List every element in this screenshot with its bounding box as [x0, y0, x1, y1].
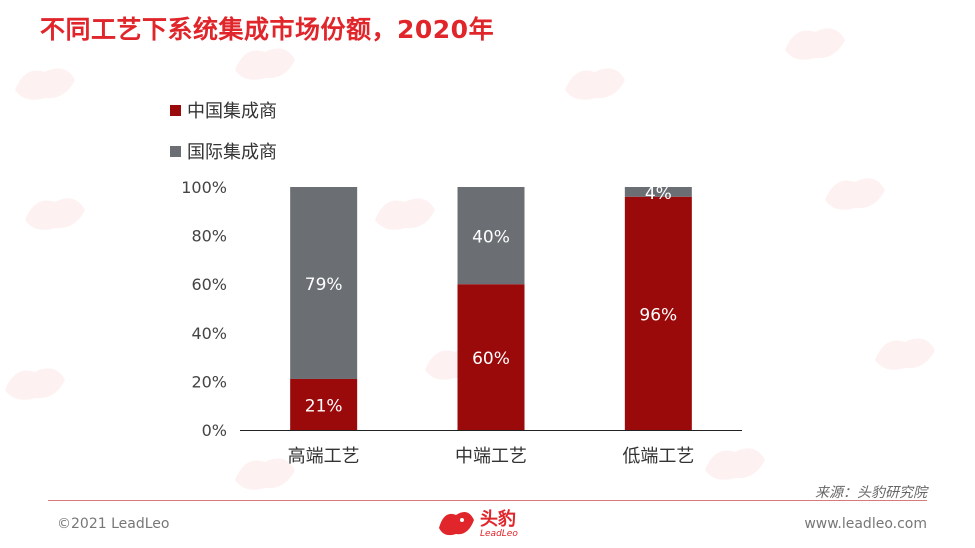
chart-legend: 中国集成商 国际集成商 [170, 96, 277, 178]
watermark-logo [0, 360, 70, 406]
bar-segment-intl [624, 187, 692, 197]
page-title: 不同工艺下系统集成市场份额，2020年 [40, 15, 495, 44]
y-tick-label: 0% [202, 421, 227, 440]
bar-segment-china [624, 196, 692, 430]
watermark-logo [10, 60, 80, 106]
logo-text-cn: 头豹 [480, 509, 516, 530]
watermark-logo [370, 190, 440, 236]
bar-segment-china [457, 284, 525, 430]
footer-divider [48, 500, 927, 501]
watermark-logo [820, 170, 890, 216]
data-label: 60% [472, 349, 510, 369]
y-tick-label: 20% [191, 372, 227, 391]
copyright-text: ©2021 LeadLeo [57, 516, 170, 532]
watermark-logo [700, 440, 770, 486]
y-tick-label: 100% [181, 178, 227, 197]
y-tick-label: 60% [191, 275, 227, 294]
website-text: www.leadleo.com [804, 516, 927, 532]
legend-label-china: 中国集成商 [187, 101, 277, 122]
x-tick-label: 高端工艺 [288, 446, 360, 467]
y-tick-label: 80% [191, 227, 227, 246]
data-label: 96% [639, 305, 677, 325]
watermark-logo [560, 60, 630, 106]
logo-text-en: LeadLeo [480, 529, 518, 539]
data-label: 4% [645, 184, 672, 204]
source-note: 来源：头豹研究院 [815, 485, 927, 501]
legend-swatch-china [170, 104, 181, 116]
data-label: 21% [305, 396, 343, 416]
legend-item-intl: 国际集成商 [170, 137, 277, 165]
leadleo-logo: 头豹 LeadLeo [436, 505, 518, 545]
bar-segment-intl [457, 187, 525, 285]
legend-label-intl: 国际集成商 [187, 142, 277, 163]
legend-swatch-intl [170, 145, 181, 157]
y-tick-label: 40% [191, 324, 227, 343]
legend-item-china: 中国集成商 [170, 96, 277, 124]
bar-segment-intl [290, 187, 358, 379]
watermark-logo [870, 330, 940, 376]
data-label: 79% [305, 275, 343, 295]
x-tick-label: 中端工艺 [455, 446, 527, 467]
watermark-logo [230, 450, 300, 496]
x-tick-label: 低端工艺 [622, 446, 694, 467]
watermark-logo [230, 40, 300, 86]
data-label: 40% [472, 228, 510, 248]
watermark-logo [780, 20, 850, 66]
watermark-logo [20, 190, 90, 236]
bar-segment-china [290, 378, 358, 430]
leopard-icon [436, 506, 476, 544]
